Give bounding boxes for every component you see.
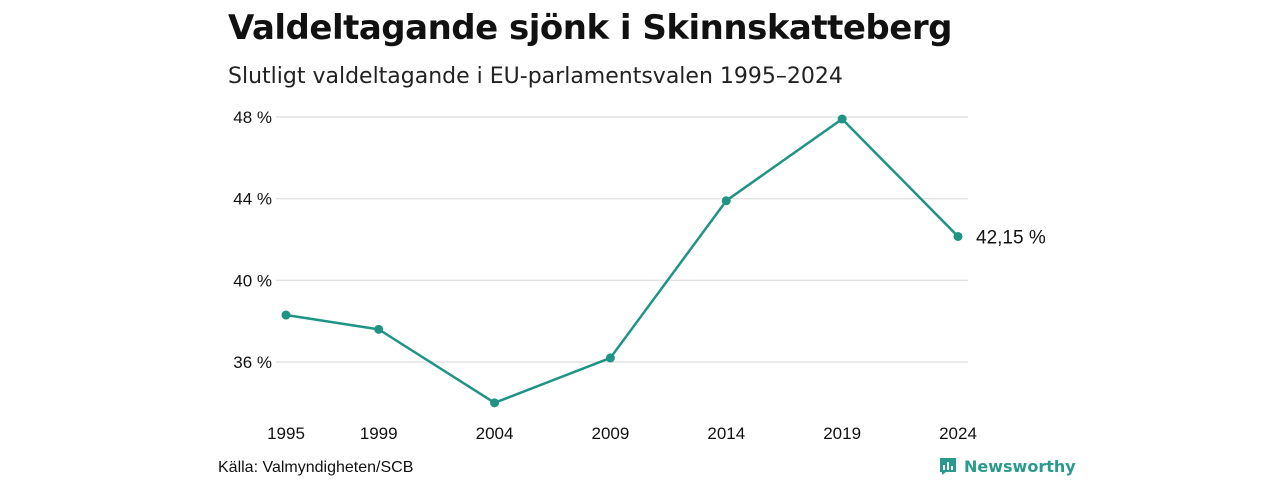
- y-axis-ticks: 36 % 40 % 44 % 48 %: [233, 108, 272, 372]
- end-value-label: 42,15 %: [976, 227, 1046, 248]
- brand-name: Newsworthy: [964, 456, 1076, 476]
- x-tick-label: 2024: [939, 424, 977, 443]
- data-point: [721, 196, 731, 206]
- brand-logo[interactable]: Newsworthy: [938, 456, 1076, 476]
- y-tick-label: 36 %: [233, 353, 272, 372]
- y-tick-label: 44 %: [233, 190, 272, 209]
- series-line-layer: [285, 117, 959, 405]
- data-point: [374, 324, 384, 334]
- y-tick-label: 48 %: [233, 108, 272, 127]
- x-tick-label: 1995: [267, 424, 305, 443]
- x-tick-label: 2004: [476, 424, 514, 443]
- y-tick-label: 40 %: [233, 271, 272, 290]
- source-note: Källa: Valmyndigheten/SCB: [218, 459, 414, 476]
- data-point: [281, 310, 291, 320]
- chart-title: Valdeltagande sjönk i Skinnskatteberg: [228, 8, 952, 48]
- data-point: [605, 353, 615, 363]
- x-tick-label: 1999: [360, 424, 398, 443]
- data-point: [837, 114, 847, 124]
- series-line: [285, 117, 959, 405]
- gridlines: [276, 116, 968, 363]
- x-tick-label: 2014: [707, 424, 745, 443]
- x-tick-label: 2009: [591, 424, 629, 443]
- data-point: [490, 398, 500, 408]
- bar-chart-icon: [940, 458, 956, 475]
- x-axis-ticks: 1995 1999 2004 2009 2014 2019 2024: [267, 424, 977, 443]
- data-point: [953, 231, 963, 241]
- data-labels: 42,15 %: [976, 227, 1046, 248]
- chart-subtitle: Slutligt valdeltagande i EU-parlamentsva…: [228, 64, 843, 89]
- x-tick-label: 2019: [823, 424, 861, 443]
- data-points: [281, 114, 963, 408]
